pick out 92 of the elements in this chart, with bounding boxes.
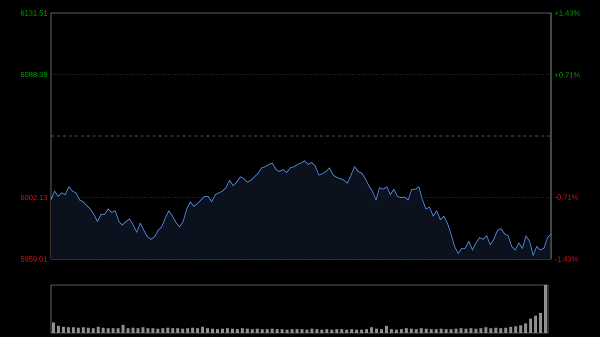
- bar: [296, 329, 299, 334]
- bar: [460, 328, 463, 334]
- bar: [226, 328, 229, 334]
- bar: [509, 326, 512, 334]
- bar: [86, 328, 90, 334]
- bar: [394, 330, 398, 334]
- bar: [444, 329, 448, 334]
- bar: [126, 328, 130, 334]
- bar: [519, 325, 522, 334]
- bar: [186, 328, 190, 334]
- bar: [315, 329, 318, 334]
- bar: [196, 328, 200, 334]
- bar: [375, 328, 378, 334]
- bar: [384, 326, 388, 334]
- bar: [404, 328, 408, 334]
- bar: [300, 329, 304, 334]
- bar: [365, 329, 368, 334]
- bar: [191, 328, 194, 334]
- bar: [430, 329, 433, 334]
- bar: [390, 329, 393, 334]
- bar: [290, 329, 294, 334]
- bar: [320, 330, 324, 334]
- bar: [201, 326, 204, 334]
- bar: [370, 327, 374, 334]
- bar: [305, 330, 308, 334]
- bar: [230, 328, 234, 334]
- bar: [156, 328, 160, 334]
- bar: [474, 328, 478, 334]
- bar: [112, 328, 115, 334]
- bar: [499, 328, 502, 334]
- bar: [350, 329, 354, 334]
- bar: [440, 328, 443, 334]
- bar: [280, 329, 284, 334]
- bar: [494, 328, 498, 334]
- bar: [116, 328, 120, 334]
- bar: [141, 327, 144, 334]
- bar: [240, 328, 244, 334]
- bar: [270, 328, 274, 334]
- bar: [380, 329, 383, 334]
- bar: [539, 312, 542, 334]
- bar: [260, 329, 264, 334]
- bar: [355, 330, 358, 334]
- bar: [330, 330, 334, 334]
- bar: [76, 328, 80, 334]
- bar: [489, 328, 492, 334]
- bar: [66, 327, 70, 334]
- bar: [286, 330, 289, 334]
- bar: [410, 328, 413, 334]
- bar: [514, 326, 518, 334]
- bar: [166, 328, 170, 334]
- bar: [136, 328, 140, 334]
- bar: [450, 329, 453, 334]
- bar: [236, 329, 239, 334]
- bar: [122, 324, 125, 334]
- bar: [52, 322, 55, 334]
- bar: [544, 285, 548, 334]
- bar: [56, 326, 60, 334]
- bar: [276, 329, 279, 334]
- bar: [102, 328, 105, 334]
- bar: [469, 328, 472, 334]
- bar: [72, 327, 75, 334]
- bar: [161, 328, 164, 334]
- bar: [181, 328, 184, 334]
- bar: [211, 328, 214, 334]
- bar: [250, 329, 254, 334]
- bar: [216, 329, 219, 334]
- bar: [246, 328, 249, 334]
- bar: [325, 329, 328, 334]
- bar: [266, 329, 269, 334]
- bar: [454, 328, 458, 334]
- bar: [400, 329, 403, 334]
- bar: [534, 316, 538, 334]
- bar: [414, 329, 418, 334]
- bar: [96, 326, 100, 334]
- bar: [524, 323, 528, 334]
- bar: [529, 318, 532, 334]
- bar: [151, 328, 154, 334]
- bar: [132, 328, 134, 334]
- bar: [345, 330, 348, 334]
- bar: [146, 328, 150, 334]
- bar: [62, 326, 65, 334]
- bar: [206, 328, 210, 334]
- bar: [360, 330, 364, 334]
- bar: [335, 329, 338, 334]
- bar: [82, 327, 85, 334]
- bar: [434, 329, 438, 334]
- bar: [310, 328, 314, 334]
- bar: [220, 328, 224, 334]
- bar: [484, 327, 488, 334]
- bar: [464, 328, 468, 334]
- bar: [106, 328, 110, 334]
- bar: [479, 328, 482, 334]
